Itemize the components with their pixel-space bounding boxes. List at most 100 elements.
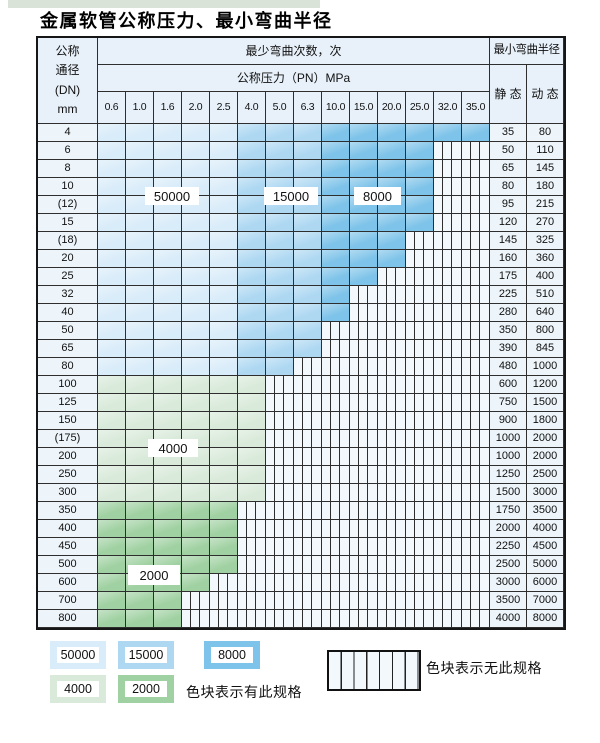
matrix-cell-spec bbox=[294, 214, 322, 232]
matrix-cell-spec bbox=[182, 286, 210, 304]
matrix-cell-spec bbox=[238, 142, 266, 160]
matrix-cell-no-spec bbox=[462, 160, 490, 178]
matrix-cell-spec bbox=[406, 160, 434, 178]
matrix-cell-spec bbox=[322, 178, 350, 196]
matrix-cell-spec bbox=[210, 502, 238, 520]
matrix-cell-no-spec bbox=[378, 286, 406, 304]
matrix-cell-no-spec bbox=[182, 610, 210, 628]
matrix-cell-spec bbox=[182, 412, 210, 430]
static-radius-value: 900 bbox=[490, 412, 527, 430]
matrix-cell-spec bbox=[238, 340, 266, 358]
matrix-cell-spec bbox=[126, 340, 154, 358]
matrix-cell-spec bbox=[350, 124, 378, 142]
matrix-cell-spec bbox=[182, 340, 210, 358]
legend-swatch-15000: 15000 bbox=[118, 641, 174, 669]
matrix-cell-spec bbox=[126, 160, 154, 178]
matrix-cell-spec bbox=[98, 376, 126, 394]
matrix-cell-spec bbox=[126, 142, 154, 160]
matrix-cell-spec bbox=[154, 250, 182, 268]
matrix-cell-no-spec bbox=[406, 376, 434, 394]
matrix-cell-spec bbox=[238, 196, 266, 214]
matrix-cell-no-spec bbox=[462, 250, 490, 268]
dn-row-label: 25 bbox=[38, 268, 98, 286]
dn-header-line: 通径 bbox=[55, 63, 80, 78]
dn-row-label: 700 bbox=[38, 592, 98, 610]
matrix-cell-no-spec bbox=[322, 394, 350, 412]
dynamic-radius-value: 4000 bbox=[527, 520, 564, 538]
matrix-cell-no-spec bbox=[462, 304, 490, 322]
matrix-cell-spec bbox=[294, 232, 322, 250]
cycle-count-label-2000: 2000 bbox=[128, 565, 180, 585]
matrix-cell-no-spec bbox=[462, 610, 490, 628]
matrix-cell-spec bbox=[406, 124, 434, 142]
matrix-cell-spec bbox=[238, 448, 266, 466]
static-radius-value: 95 bbox=[490, 196, 527, 214]
dn-header-line: (DN) bbox=[54, 82, 81, 97]
matrix-cell-spec bbox=[98, 250, 126, 268]
matrix-cell-no-spec bbox=[406, 574, 434, 592]
matrix-cell-spec bbox=[238, 286, 266, 304]
matrix-cell-no-spec bbox=[434, 340, 462, 358]
min-bend-cycles-header: 最少弯曲次数，次 bbox=[98, 38, 490, 65]
matrix-cell-spec bbox=[210, 322, 238, 340]
legend-swatch-label: 50000 bbox=[57, 647, 99, 663]
dynamic-radius-value: 4500 bbox=[527, 538, 564, 556]
matrix-cell-no-spec bbox=[266, 592, 294, 610]
matrix-cell-spec bbox=[210, 538, 238, 556]
static-radius-value: 750 bbox=[490, 394, 527, 412]
matrix-cell-no-spec bbox=[406, 538, 434, 556]
matrix-cell-no-spec bbox=[462, 502, 490, 520]
legend-swatch-label: 15000 bbox=[125, 647, 167, 663]
matrix-cell-no-spec bbox=[266, 412, 294, 430]
static-radius-value: 350 bbox=[490, 322, 527, 340]
matrix-cell-no-spec bbox=[350, 466, 378, 484]
matrix-cell-no-spec bbox=[462, 466, 490, 484]
matrix-cell-no-spec bbox=[238, 610, 266, 628]
matrix-cell-no-spec bbox=[322, 430, 350, 448]
matrix-cell-no-spec bbox=[406, 358, 434, 376]
matrix-cell-no-spec bbox=[294, 358, 322, 376]
dn-row-label: 150 bbox=[38, 412, 98, 430]
matrix-cell-spec bbox=[294, 160, 322, 178]
matrix-cell-spec bbox=[266, 160, 294, 178]
matrix-cell-spec bbox=[98, 538, 126, 556]
matrix-cell-no-spec bbox=[462, 142, 490, 160]
static-radius-value: 1500 bbox=[490, 484, 527, 502]
matrix-cell-no-spec bbox=[378, 610, 406, 628]
matrix-cell-spec bbox=[126, 610, 154, 628]
matrix-cell-no-spec bbox=[322, 574, 350, 592]
matrix-cell-no-spec bbox=[462, 574, 490, 592]
matrix-cell-spec bbox=[294, 286, 322, 304]
matrix-cell-spec bbox=[182, 268, 210, 286]
matrix-cell-spec bbox=[126, 124, 154, 142]
matrix-cell-no-spec bbox=[294, 556, 322, 574]
matrix-cell-spec bbox=[154, 466, 182, 484]
matrix-cell-spec bbox=[154, 484, 182, 502]
matrix-cell-no-spec bbox=[378, 358, 406, 376]
matrix-cell-spec bbox=[126, 412, 154, 430]
matrix-cell-no-spec bbox=[378, 520, 406, 538]
matrix-cell-no-spec bbox=[350, 538, 378, 556]
matrix-cell-spec bbox=[210, 286, 238, 304]
dn-row-label: 250 bbox=[38, 466, 98, 484]
matrix-cell-spec bbox=[378, 214, 406, 232]
matrix-cell-spec bbox=[378, 142, 406, 160]
matrix-cell-no-spec bbox=[406, 304, 434, 322]
dynamic-radius-value: 325 bbox=[527, 232, 564, 250]
matrix-cell-no-spec bbox=[462, 286, 490, 304]
matrix-cell-no-spec bbox=[378, 322, 406, 340]
dynamic-radius-value: 6000 bbox=[527, 574, 564, 592]
matrix-cell-no-spec bbox=[294, 394, 322, 412]
matrix-cell-no-spec bbox=[462, 178, 490, 196]
dynamic-radius-value: 640 bbox=[527, 304, 564, 322]
static-column-header: 静 态 bbox=[490, 65, 527, 124]
matrix-cell-spec bbox=[294, 304, 322, 322]
matrix-cell-spec bbox=[350, 142, 378, 160]
matrix-cell-spec bbox=[126, 214, 154, 232]
static-radius-value: 3000 bbox=[490, 574, 527, 592]
matrix-cell-spec bbox=[322, 304, 350, 322]
matrix-cell-spec bbox=[238, 394, 266, 412]
matrix-cell-spec bbox=[210, 448, 238, 466]
matrix-cell-spec bbox=[126, 250, 154, 268]
matrix-cell-spec bbox=[322, 232, 350, 250]
